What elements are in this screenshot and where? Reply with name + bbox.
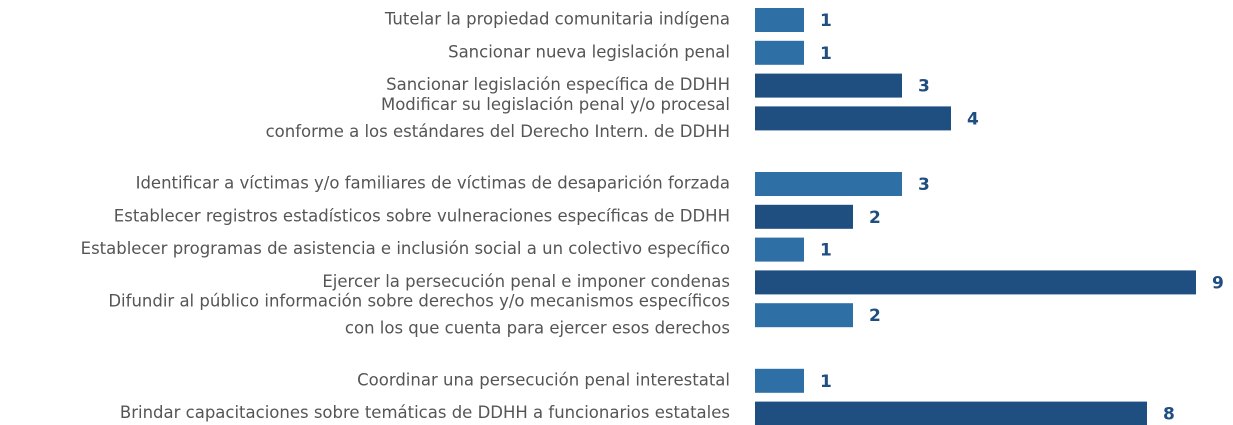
category-label: Establecer registros estadísticos sobre … (114, 206, 730, 225)
category-label: Difundir al público información sobre de… (108, 292, 730, 311)
category-label: Ejercer la persecución penal e imponer c… (322, 272, 730, 291)
category-label: Brindar capacitaciones sobre temáticas d… (120, 403, 730, 422)
value-label: 2 (869, 208, 881, 228)
category-label: Modificar su legislación penal y/o proce… (381, 95, 730, 114)
bar (755, 106, 951, 131)
category-label: conforme a los estándares del Derecho In… (266, 122, 730, 141)
value-label: 1 (820, 372, 832, 392)
bar (755, 73, 902, 98)
value-label: 4 (967, 109, 979, 129)
category-label: Identificar a víctimas y/o familiares de… (136, 174, 730, 193)
value-label: 1 (820, 241, 832, 261)
bar (755, 237, 804, 262)
category-label: Coordinar una persecución penal interest… (357, 370, 730, 389)
bar (755, 303, 853, 328)
category-label: con los que cuenta para ejercer esos der… (345, 319, 730, 338)
category-label: Tutelar la propiedad comunitaria indígen… (384, 10, 730, 29)
bar (755, 270, 1196, 295)
bar (755, 204, 853, 229)
bar (755, 368, 804, 393)
bar (755, 8, 804, 32)
value-label: 9 (1212, 273, 1224, 293)
category-label: Sancionar nueva legislación penal (448, 42, 730, 61)
value-label: 2 (869, 306, 881, 326)
category-label: Establecer programas de asistencia e inc… (81, 239, 730, 258)
category-label: Sancionar legislación específica de DDHH (386, 75, 730, 94)
value-label: 3 (918, 175, 930, 195)
value-label: 1 (820, 11, 832, 31)
bar (755, 401, 1147, 425)
bar (755, 172, 902, 196)
bar (755, 40, 804, 65)
value-label: 8 (1163, 405, 1175, 425)
value-label: 1 (820, 44, 832, 64)
value-label: 3 (918, 77, 930, 97)
